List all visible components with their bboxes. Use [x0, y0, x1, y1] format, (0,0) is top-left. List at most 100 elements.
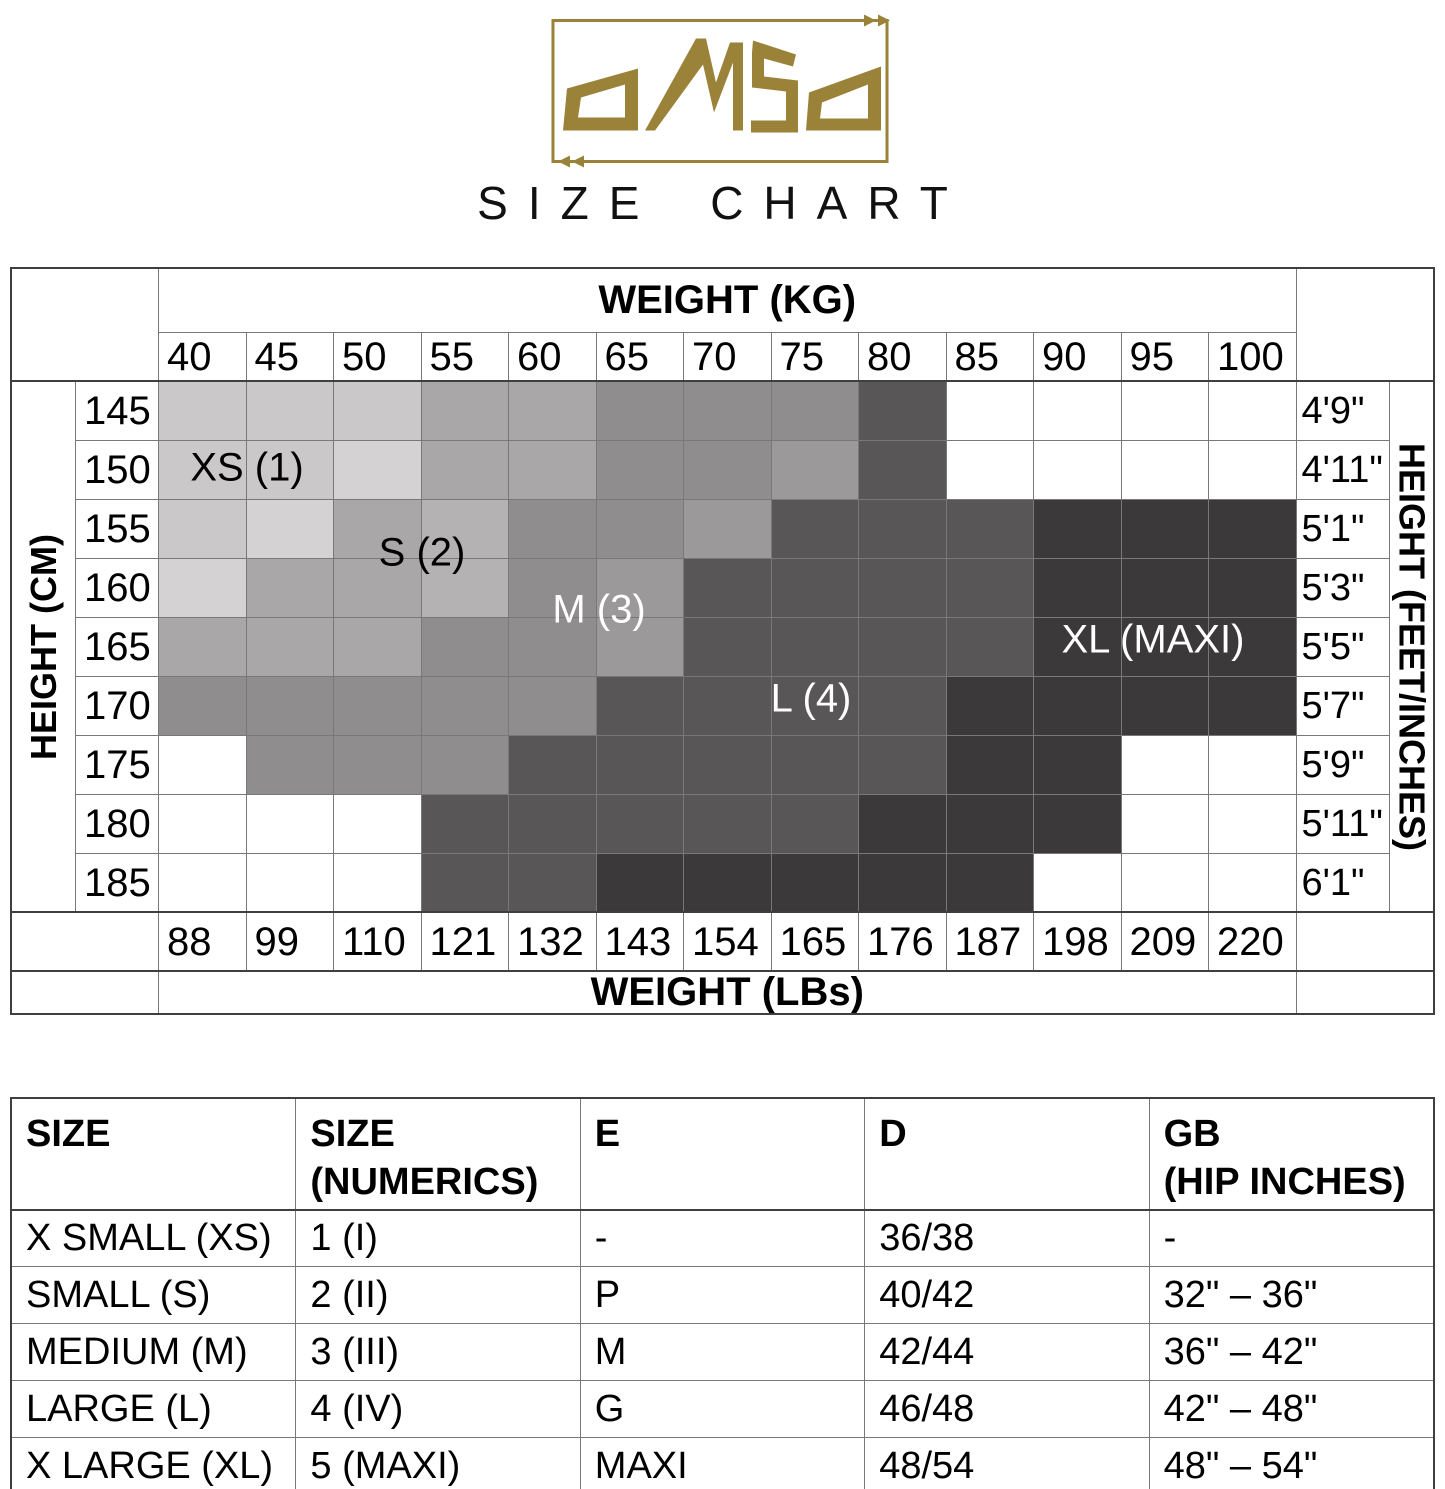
grid-cell	[859, 559, 946, 617]
table-cell: P	[580, 1267, 865, 1323]
table-header-cell: GB (HIP INCHES)	[1149, 1099, 1433, 1209]
grid-cell	[246, 677, 333, 735]
grid-cell	[684, 441, 771, 499]
weight-kg-value: 75	[771, 333, 858, 381]
grid-cell	[684, 618, 771, 676]
header-line: (HIP INCHES)	[1163, 1160, 1406, 1203]
weight-lbs-value: 165	[771, 913, 858, 971]
table-header-cell: D	[865, 1099, 1149, 1209]
weight-kg-value: 65	[596, 333, 683, 381]
grid-cell	[684, 500, 771, 558]
size-zone-label: XS (1)	[190, 445, 304, 490]
weight-lbs-value: 187	[946, 913, 1033, 971]
grid-cell	[859, 441, 946, 499]
weight-lbs-value: 154	[684, 913, 771, 971]
weight-lbs-value: 132	[509, 913, 596, 971]
grid-cell	[596, 382, 683, 440]
table-cell: X SMALL (XS)	[12, 1210, 296, 1266]
grid-cell	[421, 795, 508, 853]
grid-cell	[509, 736, 596, 794]
table-cell: 3 (III)	[296, 1324, 580, 1380]
size-conversion-table: SIZE SIZE (NUMERICS) E D GB (HIP INCHES) X SMAL…	[10, 1097, 1435, 1489]
grid-cell	[421, 441, 508, 499]
height-ft-axis-label: HEIGHT (FEET/INCHES)	[1389, 382, 1433, 912]
grid-cell	[771, 618, 858, 676]
grid-divider	[12, 380, 1433, 382]
table-cell: MAXI	[580, 1438, 865, 1489]
grid-cell	[1121, 618, 1208, 676]
grid-cell	[1209, 441, 1296, 499]
height-ft-value: 5'1"	[1296, 500, 1389, 558]
table-cell: 48" – 54"	[1149, 1438, 1433, 1489]
table-cell: 48/54	[865, 1438, 1149, 1489]
grid-cell	[509, 500, 596, 558]
grid-cell	[771, 441, 858, 499]
height-cm-axis-text: HEIGHT (CM)	[22, 534, 64, 760]
grid-cell	[509, 441, 596, 499]
height-cm-value: 175	[76, 736, 158, 794]
grid-cell	[1121, 795, 1208, 853]
grid-cell	[334, 677, 421, 735]
table-header-divider	[12, 1209, 1433, 1211]
grid-cell	[509, 795, 596, 853]
table-header-cell: SIZE	[12, 1099, 296, 1209]
grid-cell	[1034, 854, 1121, 912]
grid-cell	[1034, 559, 1121, 617]
grid-cell	[1121, 559, 1208, 617]
grid-cell	[771, 559, 858, 617]
grid-cell	[596, 500, 683, 558]
table-cell: -	[1149, 1210, 1433, 1266]
grid-cell	[159, 441, 246, 499]
grid-cell	[421, 500, 508, 558]
weight-kg-value: 55	[421, 333, 508, 381]
table-header-cell: SIZE (NUMERICS)	[296, 1099, 580, 1209]
table-cell: SMALL (S)	[12, 1267, 296, 1323]
weight-lbs-header: WEIGHT (LBs)	[159, 972, 1296, 1013]
grid-cell	[596, 795, 683, 853]
grid-cell	[946, 382, 1033, 440]
grid-cell	[946, 618, 1033, 676]
table-header-cell: E	[580, 1099, 865, 1209]
corner-bottom-right	[1296, 913, 1433, 1013]
grid-cell	[1209, 382, 1296, 440]
table-cell: G	[580, 1381, 865, 1437]
logo-arrows	[558, 14, 890, 168]
header-line: E	[594, 1113, 621, 1155]
header-line: GB	[1163, 1113, 1221, 1155]
weight-kg-value: 90	[1034, 333, 1121, 381]
height-cm-value: 185	[76, 854, 158, 912]
weight-kg-value: 60	[509, 333, 596, 381]
grid-cell	[334, 736, 421, 794]
weight-lbs-value: 88	[159, 913, 246, 971]
table-cell: LARGE (L)	[12, 1381, 296, 1437]
height-ft-axis-text: HEIGHT (FEET/INCHES)	[1391, 442, 1433, 851]
grid-cell	[859, 382, 946, 440]
grid-cell	[684, 795, 771, 853]
grid-cell	[859, 618, 946, 676]
grid-cell	[596, 854, 683, 912]
grid-cell	[859, 854, 946, 912]
grid-cell	[246, 500, 333, 558]
height-cm-value: 165	[76, 618, 158, 676]
grid-cell	[246, 382, 333, 440]
weight-kg-value: 40	[159, 333, 246, 381]
grid-cell	[509, 559, 596, 617]
grid-cell	[946, 559, 1033, 617]
grid-cell	[946, 677, 1033, 735]
height-ft-value: 5'11"	[1296, 795, 1389, 853]
grid-cell	[246, 618, 333, 676]
grid-cell	[246, 441, 333, 499]
weight-kg-value: 85	[946, 333, 1033, 381]
header-line: SIZE	[310, 1113, 395, 1155]
height-ft-value: 5'7"	[1296, 677, 1389, 735]
grid-cell	[771, 736, 858, 794]
weight-kg-value: 45	[246, 333, 333, 381]
grid-cell	[246, 559, 333, 617]
grid-cell	[859, 677, 946, 735]
table-cell: X LARGE (XL)	[12, 1438, 296, 1489]
size-zone-label: XL (MAXI)	[1061, 617, 1245, 662]
grid-cell	[946, 500, 1033, 558]
height-cm-value: 155	[76, 500, 158, 558]
size-zone-label: S (2)	[378, 530, 466, 575]
